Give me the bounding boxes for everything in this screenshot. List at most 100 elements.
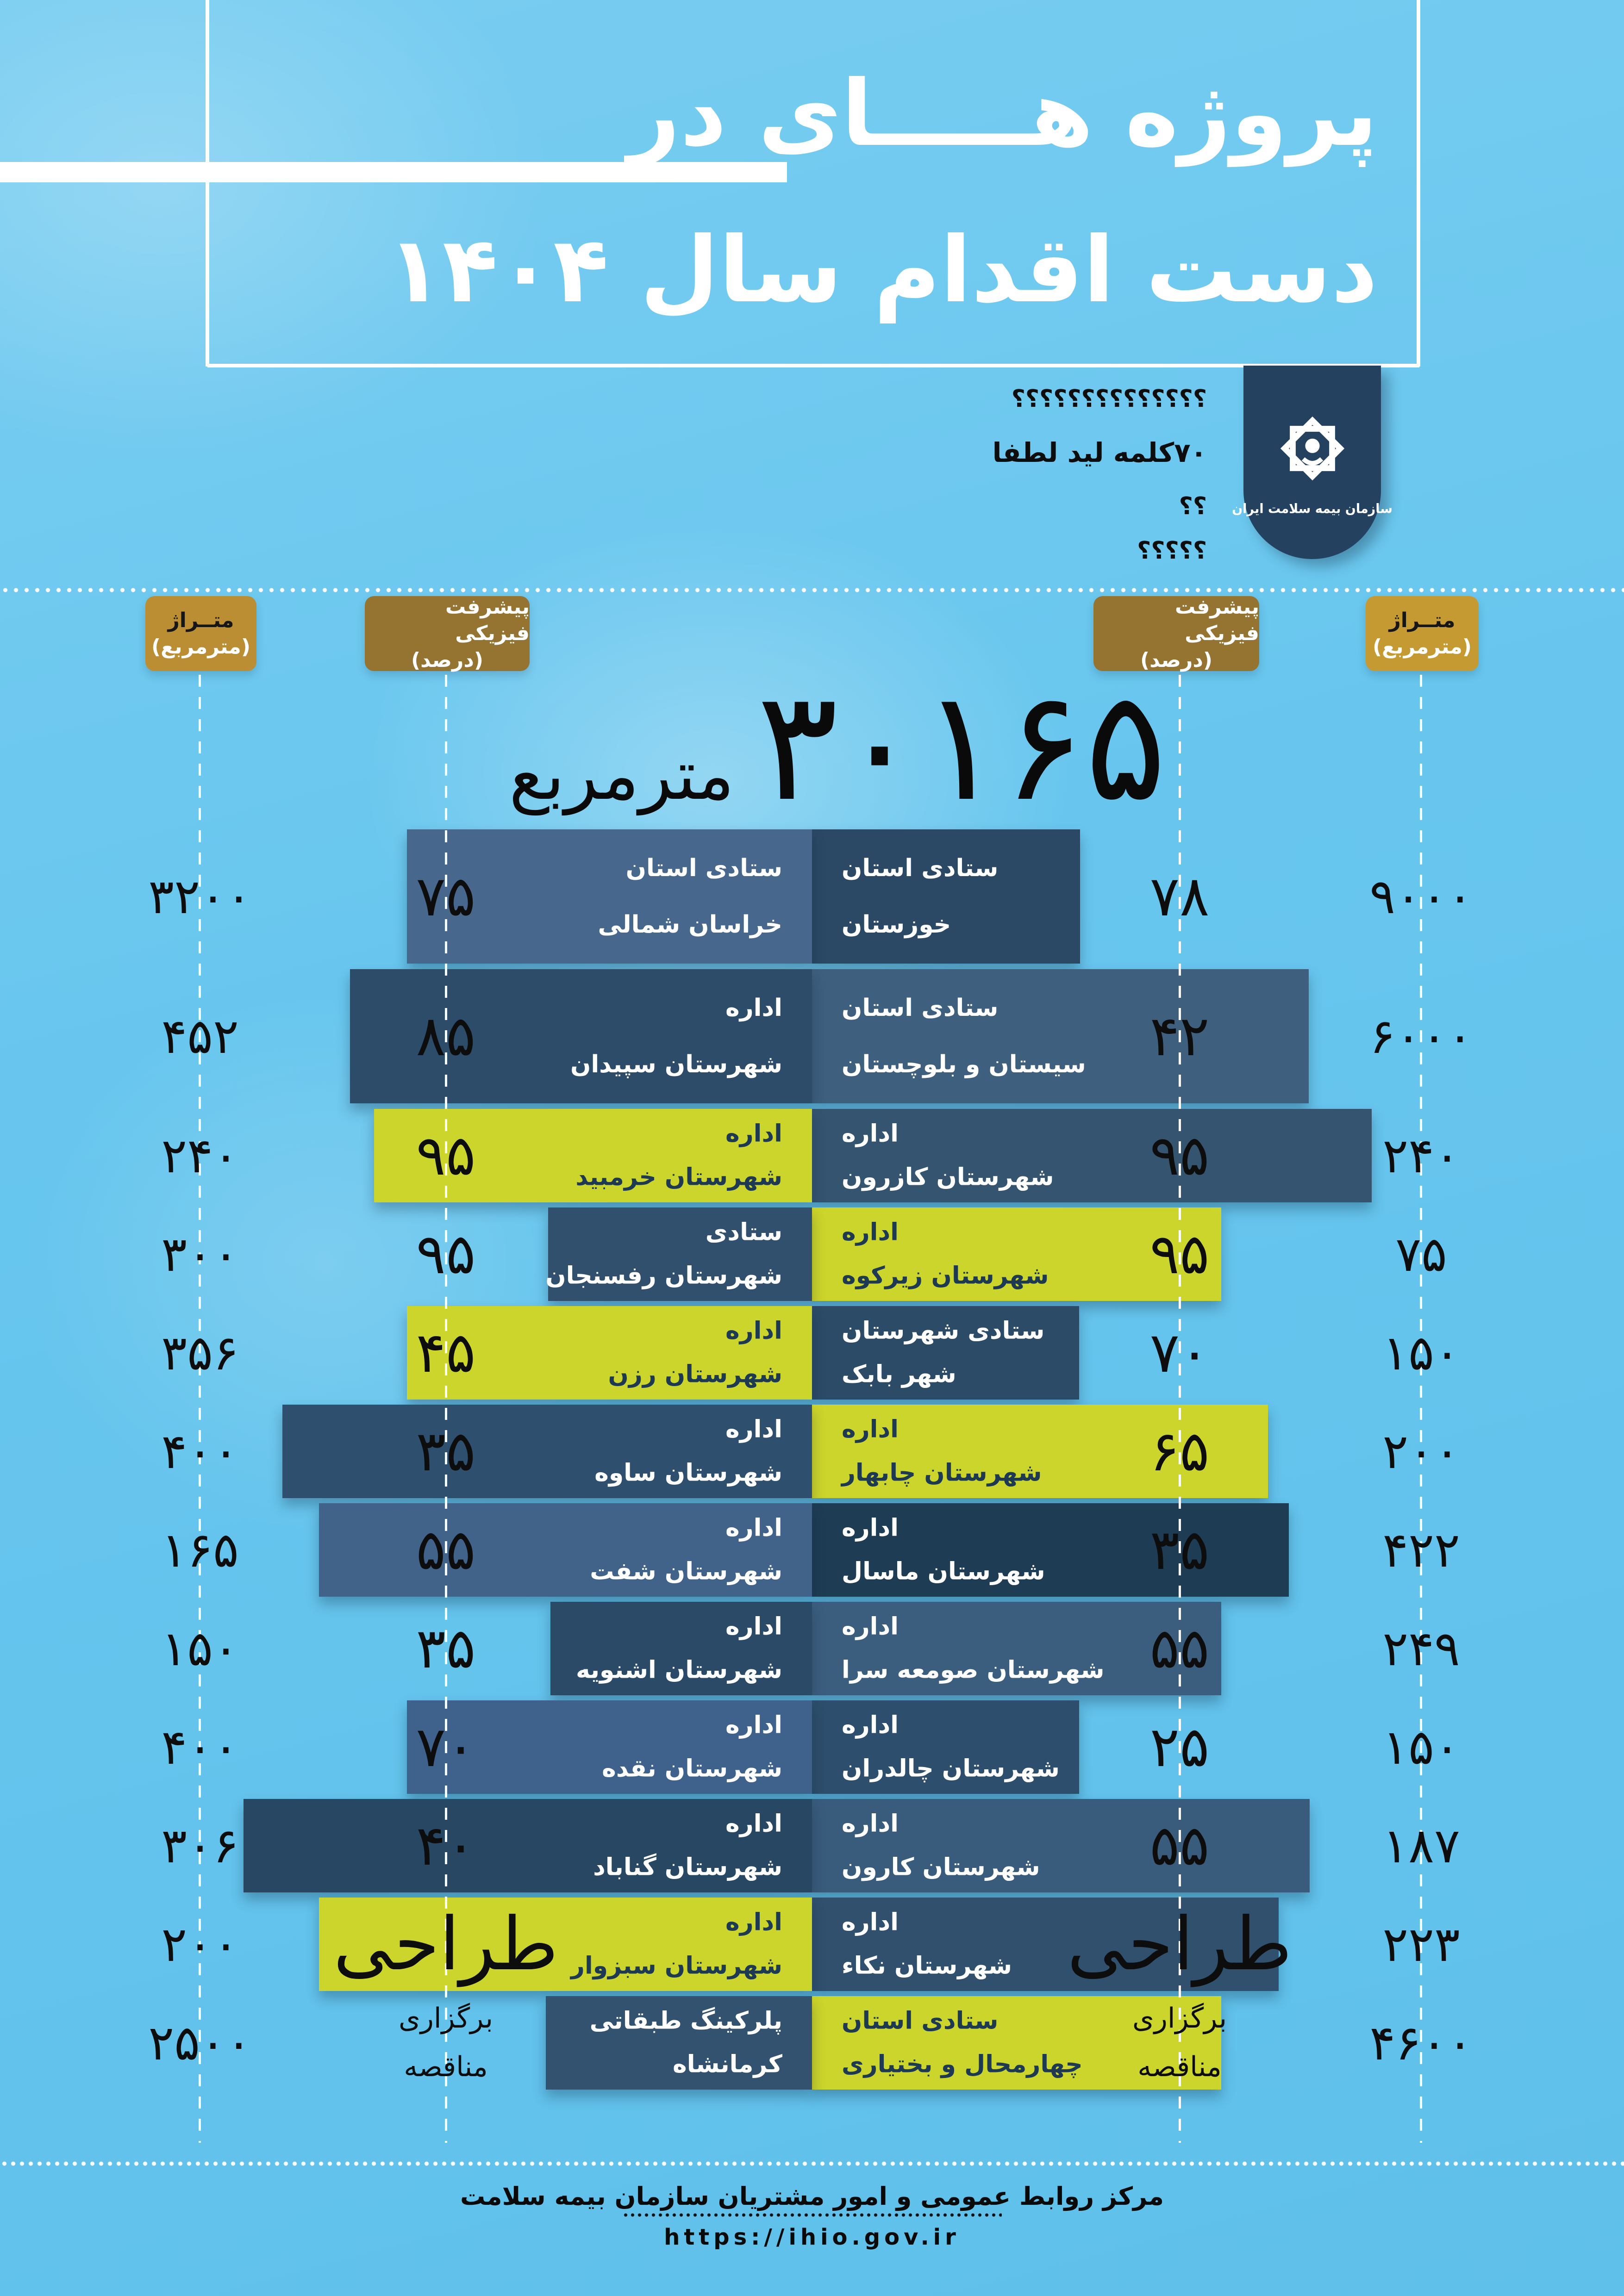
bar-label-dept: ستادی استان	[842, 854, 999, 882]
area-value-left-row1: ۳۲۰۰	[148, 868, 252, 925]
progress-value-left-row8: ۳۵	[416, 1616, 476, 1681]
title-kashida-bar	[0, 162, 787, 182]
bar-label-name: سیستان و بلوچستان	[842, 1051, 1086, 1078]
bar-label: اداره شهرستان چابهار	[842, 1408, 1042, 1494]
area-value-left-row4: ۳۰۰	[161, 1226, 239, 1282]
bar-left-row2: اداره شهرستان سپیدان	[350, 969, 812, 1103]
progress-value-left-row10: ۴۰	[416, 1813, 476, 1878]
bar-label-name: شهرستان نکاء	[842, 1952, 1012, 1979]
area-value-left-row5: ۳۵۶	[161, 1325, 239, 1381]
progress-value-left-row12: برگزاری مناقصه	[316, 1996, 575, 2090]
progress-value-right-row3: ۹۵	[1149, 1123, 1210, 1188]
bar-label-name: شهرستان رزن	[608, 1360, 782, 1388]
progress-value-right-row8: ۵۵	[1149, 1616, 1210, 1681]
area-value-right-row4: ۷۵	[1395, 1226, 1447, 1282]
area-value-left-row10: ۳۰۶	[161, 1817, 239, 1874]
bar-label-dept: ستادی استان	[625, 854, 782, 882]
progress-value-left-row7: ۵۵	[416, 1518, 476, 1582]
bar-label-dept: ستادی	[705, 1218, 782, 1246]
bar-label: اداره شهرستان صومعه سرا	[842, 1605, 1105, 1692]
bar-right-row3: اداره شهرستان کازرون	[812, 1109, 1372, 1202]
column-header-title: پیشرفت فیزیکی	[445, 595, 530, 646]
dotted-separator-footer	[0, 2161, 1624, 2166]
bar-left-row12: پلرکینگ طبقاتی کرمانشاه	[546, 1996, 812, 2090]
progress-value-left-row1: ۷۵	[416, 864, 476, 929]
bar-left-row7: اداره شهرستان شفت	[319, 1503, 812, 1597]
bar-label-name: شهرستان زیرکوه	[842, 1262, 1049, 1289]
bar-label-name: شهرستان نقده	[602, 1755, 782, 1782]
bar-label-dept: اداره	[842, 1908, 899, 1936]
bar-label-name: شهرستان سپیدان	[570, 1051, 782, 1078]
bar-label-name: چهارمحال و بختیاری	[842, 2050, 1083, 2078]
bar-left-row10: اداره شهرستان گناباد	[244, 1799, 812, 1892]
bar-label-dept: اداره	[725, 1415, 782, 1444]
org-logo-badge: سازمان بیمه سلامت ایران	[1232, 366, 1393, 559]
bar-label: پلرکینگ طبقاتی کرمانشاه	[590, 1999, 782, 2086]
total-value: ۳۰۱۶۵	[756, 657, 1167, 835]
footer-url: https://ihio.gov.ir	[664, 2224, 960, 2250]
progress-value-right-row10: ۵۵	[1149, 1813, 1210, 1878]
bar-label: ستادی استان خراسان شمالی	[598, 840, 782, 953]
area-value-right-row12: ۴۶۰۰	[1369, 2015, 1473, 2071]
area-value-left-row7: ۱۶۵	[161, 1522, 239, 1578]
area-value-left-row12: ۲۵۰۰	[148, 2015, 252, 2071]
lead-line: ؟؟	[1179, 492, 1207, 520]
bar-label: اداره شهرستان چالدران	[842, 1704, 1060, 1790]
progress-value-left-row6: ۳۵	[416, 1419, 476, 1484]
bar-label-dept: اداره	[842, 1810, 899, 1838]
page-title-line1: پروژه هـــــای در	[628, 61, 1378, 167]
column-header-title: پیشرفت فیزیکی	[1174, 595, 1259, 646]
footer-dotted-divider	[622, 2213, 1002, 2217]
column-header-unit: (درصد)	[1140, 648, 1213, 672]
lead-line: ؟؟؟؟؟؟؟؟؟؟؟؟؟؟	[1011, 385, 1207, 413]
bar-label-name: شهرستان خرمبید	[575, 1163, 782, 1191]
area-value-left-row2: ۴۵۲	[161, 1008, 239, 1064]
bar-label-dept: اداره	[725, 994, 782, 1022]
bar-label: اداره شهرستان نقده	[602, 1704, 782, 1790]
bar-left-row1: ستادی استان خراسان شمالی	[407, 829, 812, 964]
bar-right-row12: ستادی استان چهارمحال و بختیاری	[812, 1996, 1221, 2090]
bar-right-row8: اداره شهرستان صومعه سرا	[812, 1602, 1221, 1695]
bar-label-dept: اداره	[842, 1120, 899, 1148]
area-value-left-row11: ۲۰۰	[161, 1916, 239, 1972]
bar-label-dept: اداره	[725, 1810, 782, 1838]
column-header-unit: (مترمربع)	[1373, 635, 1472, 659]
ihio-emblem-icon	[1273, 409, 1352, 490]
bar-label-name: شهرستان چالدران	[842, 1755, 1060, 1782]
bar-label: اداره شهرستان سبزوار	[571, 1901, 782, 1987]
area-value-right-row8: ۲۴۹	[1382, 1620, 1460, 1677]
area-value-left-row3: ۲۴۰	[161, 1127, 239, 1184]
bar-label-dept: اداره	[842, 1514, 899, 1542]
total-area: ۳۰۱۶۵ مترمربع	[26, 657, 1624, 835]
progress-value-right-row11: طراحی	[1067, 1902, 1293, 1987]
bar-label-dept: اداره	[842, 1218, 899, 1246]
progress-value-left-row4: ۹۵	[416, 1222, 476, 1287]
bar-right-row4: اداره شهرستان زیرکوه	[812, 1207, 1221, 1301]
bar-label: اداره شهرستان ساوه	[594, 1408, 782, 1494]
bar-label: اداره شهرستان سپیدان	[570, 980, 782, 1093]
bar-label-dept: اداره	[842, 1415, 899, 1444]
bar-left-row5: اداره شهرستان رزن	[407, 1306, 812, 1400]
bar-label: اداره شهرستان زیرکوه	[842, 1211, 1049, 1297]
bar-right-row1: ستادی استان خوزستان	[812, 829, 1080, 964]
progress-value-right-row5: ۷۰	[1149, 1320, 1210, 1385]
progress-value-right-row12: برگزاری مناقصه	[1050, 1996, 1309, 2090]
progress-status-line: مناقصه	[1137, 2051, 1222, 2083]
dotted-separator-top	[0, 588, 1624, 592]
bar-label-dept: اداره	[725, 1908, 782, 1936]
progress-value-right-row9: ۲۵	[1149, 1715, 1210, 1780]
column-header-unit: (درصد)	[411, 648, 484, 672]
progress-value-left-row9: ۷۰	[416, 1715, 476, 1780]
bar-label-name: شهرستان گناباد	[593, 1853, 782, 1881]
bar-label-dept: اداره	[725, 1514, 782, 1542]
progress-value-right-row1: ۷۸	[1149, 864, 1210, 929]
page-title-line2: دست اقدام سال ۱۴۰۴	[387, 218, 1378, 323]
bar-label-name: شهرستان رفسنجان	[545, 1262, 782, 1289]
area-value-right-row2: ۶۰۰۰	[1369, 1008, 1473, 1064]
area-value-left-row8: ۱۵۰	[161, 1620, 239, 1677]
lead-line: ؟؟؟؟؟	[1137, 537, 1207, 565]
bar-label: ستادی استان چهارمحال و بختیاری	[842, 1999, 1083, 2086]
area-value-left-row9: ۴۰۰	[161, 1719, 239, 1775]
footer-org-text: مرکز روابط عمومی و امور مشتریان سازمان ب…	[460, 2182, 1164, 2211]
progress-status-line: مناقصه	[404, 2051, 488, 2083]
